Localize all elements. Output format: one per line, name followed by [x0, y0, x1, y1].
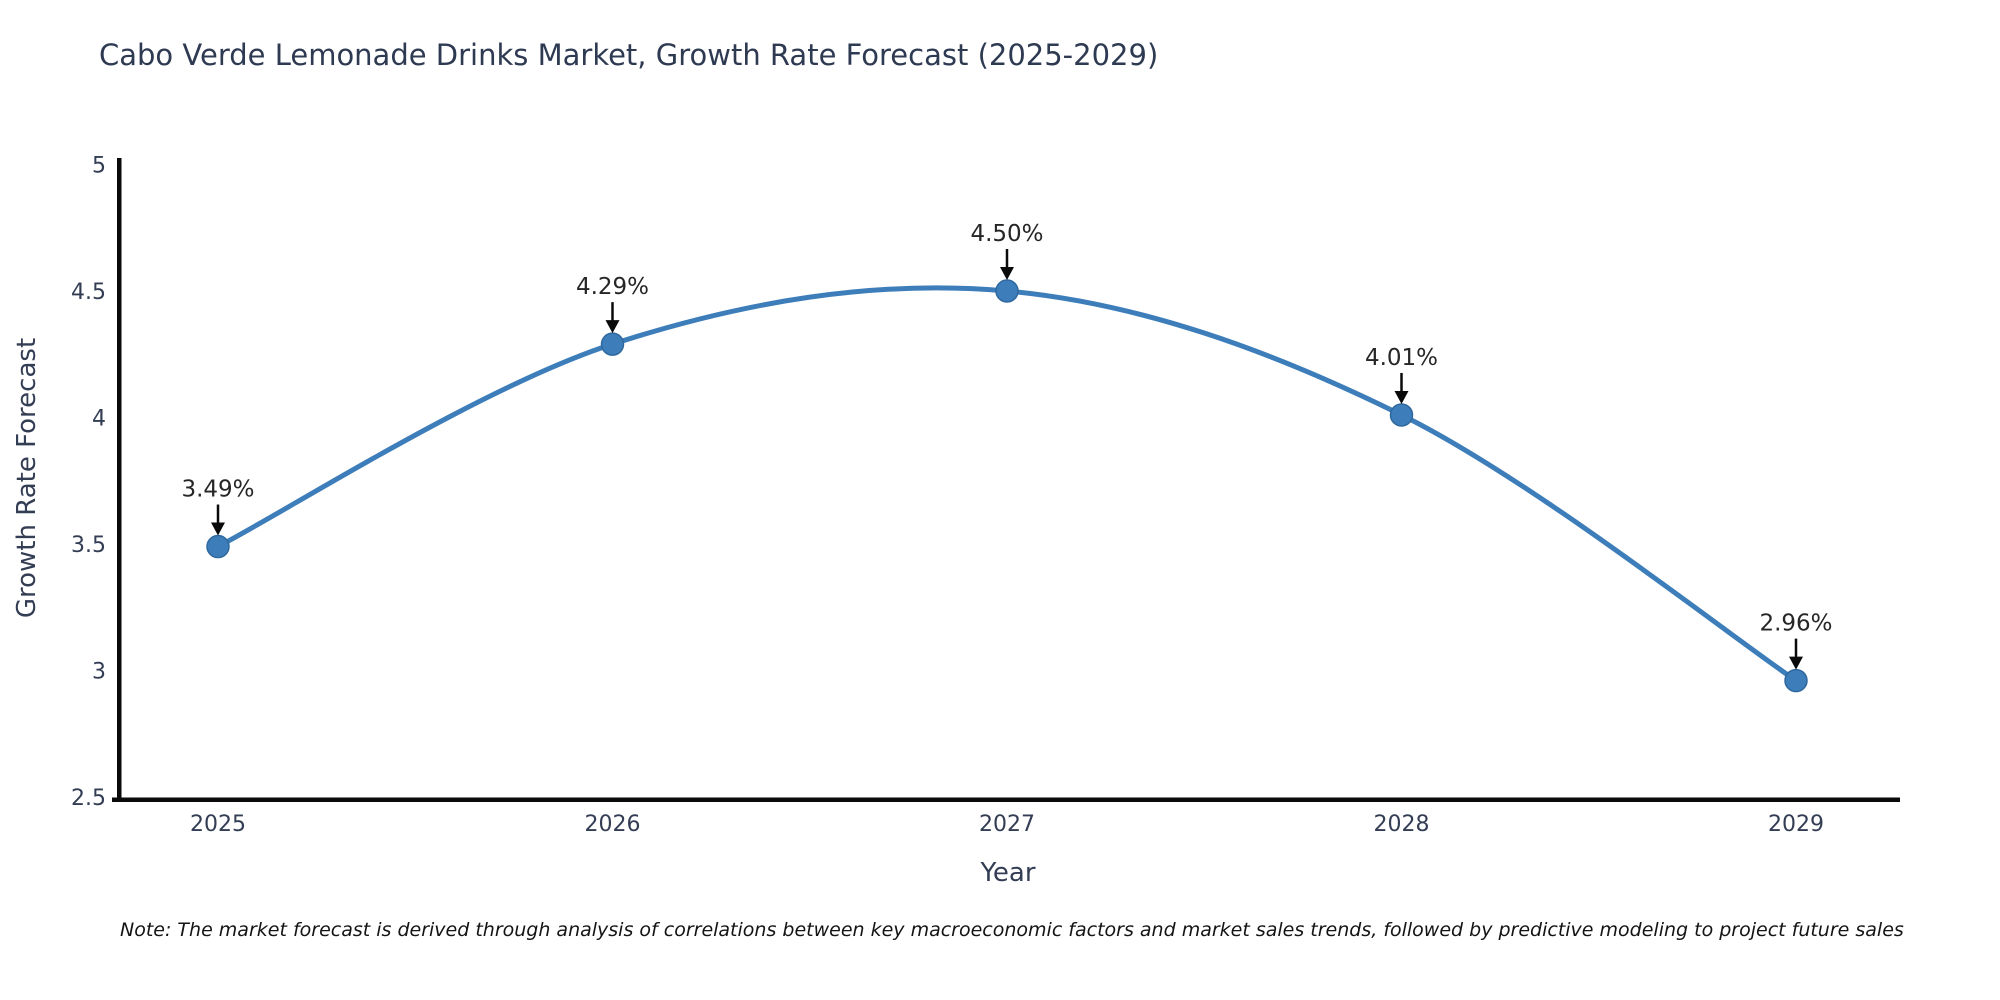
annotation-label-2025: 3.49%	[181, 477, 254, 503]
x-tick-label: 2029	[1768, 812, 1824, 837]
data-point-2027	[995, 279, 1019, 303]
annotation-label-2027: 4.50%	[970, 221, 1043, 247]
annotation-arrowhead-2028	[1394, 390, 1409, 404]
x-tick-label: 2028	[1374, 812, 1430, 837]
annotation-arrowhead-2025	[211, 522, 225, 536]
x-axis-line	[112, 797, 1900, 802]
y-axis-label: Growth Rate Forecast	[12, 337, 42, 619]
annotation-arrowhead-2026	[605, 320, 620, 334]
chart-title: Cabo Verde Lemonade Drinks Market, Growt…	[99, 38, 1159, 72]
annotation-label-2026: 4.29%	[576, 274, 649, 300]
y-axis-line	[117, 158, 122, 802]
y-tick-label: 4.5	[71, 280, 106, 305]
annotation-label-2029: 2.96%	[1759, 611, 1832, 637]
x-tick-label: 2027	[979, 812, 1035, 837]
data-point-2025	[206, 534, 230, 559]
annotation-arrowhead-2029	[1789, 656, 1803, 670]
annotation-label-2028: 4.01%	[1365, 345, 1438, 371]
y-tick-label: 4	[92, 407, 106, 432]
trend-line	[215, 285, 1799, 684]
x-tick-label: 2025	[190, 812, 246, 837]
data-point-2029	[1784, 668, 1808, 693]
chart-note: Note: The market forecast is derived thr…	[120, 919, 1904, 941]
y-tick-label: 5	[92, 154, 106, 179]
data-point-2026	[600, 332, 625, 356]
y-tick-label: 3	[92, 660, 106, 685]
data-point-2028	[1389, 403, 1414, 427]
x-axis-label: Year	[980, 858, 1036, 888]
y-tick-label: 3.5	[71, 533, 106, 558]
y-tick-label: 2.5	[71, 786, 106, 811]
annotation-arrowhead-2027	[1000, 267, 1014, 280]
x-tick-label: 2026	[585, 812, 641, 837]
